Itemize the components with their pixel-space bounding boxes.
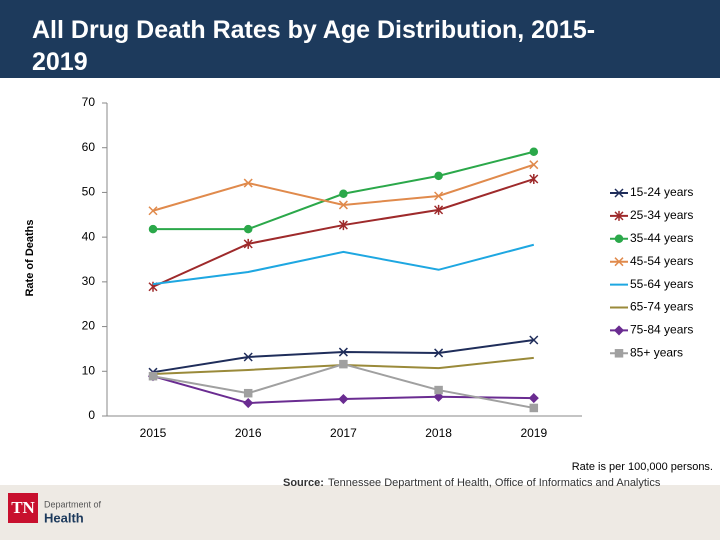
note: Rate is per 100,000 persons. [572, 461, 713, 473]
marker [243, 224, 253, 234]
y-tick-label: 50 [82, 185, 96, 199]
marker [434, 191, 444, 201]
marker [148, 206, 158, 216]
logo-box [8, 493, 38, 523]
marker [434, 204, 444, 215]
legend-label: 45-54 years [630, 254, 693, 268]
legend-marker [614, 210, 624, 221]
logo-mark: TN [11, 498, 35, 517]
marker [243, 388, 253, 398]
marker [243, 397, 254, 409]
marker [529, 147, 539, 156]
y-tick-label: 60 [82, 140, 96, 154]
y-tick-label: 20 [82, 319, 96, 333]
series-line [152, 163, 535, 212]
marker [529, 335, 539, 345]
marker [338, 200, 348, 210]
logo-text: Health [44, 510, 84, 525]
legend-marker [614, 234, 624, 244]
marker [529, 174, 539, 185]
y-tick-label: 10 [82, 363, 96, 377]
source-label: Source: [283, 477, 324, 489]
y-tick-label: 40 [82, 229, 96, 243]
x-tick-label: 2015 [140, 426, 167, 440]
x-tick-label: 2016 [235, 426, 262, 440]
legend-marker [613, 325, 625, 336]
y-tick-label: 70 [82, 95, 96, 109]
marker [243, 352, 253, 362]
marker [529, 160, 539, 170]
marker [434, 171, 443, 181]
marker [529, 403, 539, 413]
legend-marker [614, 349, 624, 358]
source-text: Tennessee Department of Health, Office o… [328, 477, 661, 489]
marker [338, 347, 348, 357]
series-line [152, 243, 535, 286]
legend-label: 75-84 years [630, 323, 693, 337]
legend-label: 35-44 years [630, 231, 693, 245]
x-tick-label: 2019 [520, 426, 547, 440]
marker [339, 359, 348, 369]
legend-marker [614, 188, 624, 198]
legend-label: 85+ years [630, 345, 683, 359]
y-axis-label: Rate of Deaths [24, 219, 36, 296]
marker [243, 238, 253, 249]
x-tick-label: 2017 [330, 426, 357, 440]
marker [148, 371, 158, 381]
marker [338, 220, 348, 231]
y-tick-label: 30 [82, 274, 96, 288]
marker [148, 224, 158, 234]
marker [433, 391, 444, 402]
footer-band [0, 485, 720, 540]
marker [339, 189, 348, 199]
marker [434, 385, 443, 395]
marker [243, 178, 253, 188]
legend-label: 55-64 years [630, 277, 693, 291]
legend-label: 15-24 years [630, 185, 693, 199]
logo-text: Department of [44, 499, 102, 509]
chart-title: All Drug Death Rates by Age Distribution… [0, 0, 720, 78]
y-tick-label: 0 [88, 408, 95, 422]
legend-label: 25-34 years [630, 208, 693, 222]
x-tick-label: 2018 [425, 426, 452, 440]
legend-label: 65-74 years [630, 300, 693, 314]
marker [338, 393, 349, 405]
marker [528, 393, 539, 404]
marker [434, 348, 444, 358]
legend-marker [614, 257, 624, 267]
